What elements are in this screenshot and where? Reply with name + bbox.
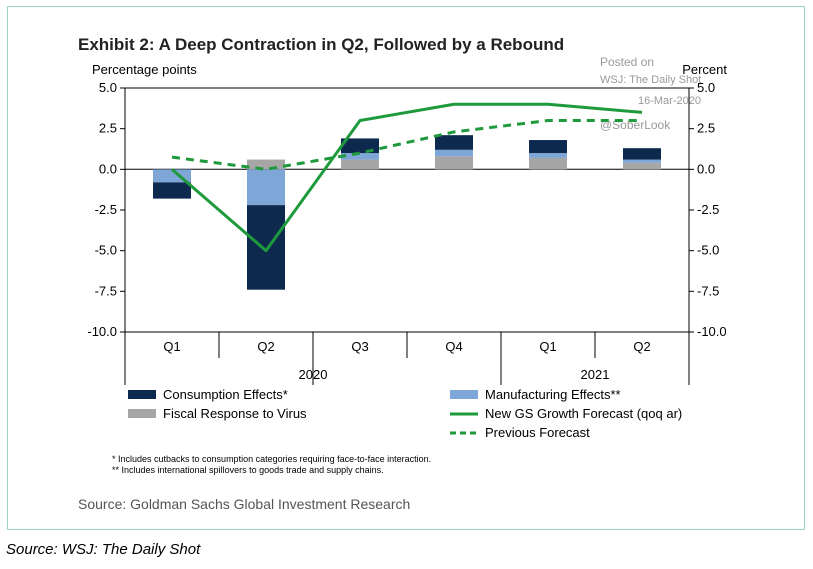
legend-label-new-forecast: New GS Growth Forecast (qoq ar)	[485, 406, 682, 421]
y-tick-right-label: -7.5	[697, 283, 719, 298]
watermark-line-3: 16-Mar-2020	[638, 95, 701, 107]
y-tick-left-label: 0.0	[99, 161, 117, 176]
legend-item-manufacturing: Manufacturing Effects**	[450, 387, 621, 402]
y-tick-left-label: 2.5	[99, 121, 117, 136]
legend-label-consumption: Consumption Effects*	[163, 387, 288, 402]
y-ticks-right: 5.0 2.5 0.0 -2.5 -5.0 -7.5 -10.0	[689, 80, 727, 339]
y-tick-left-label: 5.0	[99, 80, 117, 95]
category-labels: Q1 Q2 Q3 Q4 Q1 Q2	[163, 339, 650, 354]
y-axis-right-label: Percent	[682, 62, 727, 77]
bar-segment	[247, 169, 285, 206]
y-axis-left-label: Percentage points	[92, 62, 197, 77]
category-label: Q3	[351, 339, 368, 354]
bar-segment	[623, 162, 661, 170]
legend-item-previous-forecast: Previous Forecast	[450, 425, 590, 440]
bars	[153, 135, 661, 290]
y-tick-left-label: -2.5	[95, 202, 117, 217]
bar-segment	[247, 205, 285, 290]
bar-segment	[153, 182, 191, 199]
bar-segment	[435, 135, 473, 150]
footnote-2: ** Includes international spillovers to …	[112, 465, 384, 475]
y-tick-left-label: -7.5	[95, 283, 117, 298]
legend-item-new-forecast: New GS Growth Forecast (qoq ar)	[450, 406, 682, 421]
bar-segment	[623, 159, 661, 163]
y-tick-right-label: -10.0	[697, 324, 727, 339]
chart-source: Source: Goldman Sachs Global Investment …	[78, 496, 410, 512]
year-label: 2021	[581, 367, 610, 382]
category-axis	[124, 332, 690, 385]
category-label: Q1	[163, 339, 180, 354]
bar-segment	[341, 153, 379, 160]
source-caption: Source: WSJ: The Daily Shot	[6, 541, 201, 558]
legend-label-manufacturing: Manufacturing Effects**	[485, 387, 621, 402]
chart-frame	[7, 6, 805, 530]
y-tick-right-label: -2.5	[697, 202, 719, 217]
bar-segment	[529, 153, 567, 158]
y-tick-right-label: 2.5	[697, 121, 715, 136]
chart-title: Exhibit 2: A Deep Contraction in Q2, Fol…	[78, 35, 564, 54]
lines	[171, 102, 643, 253]
new-forecast-line	[171, 102, 643, 253]
year-labels: 2020 2021	[299, 367, 610, 382]
watermark-line-2: WSJ: The Daily Shot	[600, 74, 701, 86]
bar-segment	[341, 159, 379, 170]
legend-label-fiscal: Fiscal Response to Virus	[163, 406, 307, 421]
previous-forecast-line	[171, 119, 642, 171]
legend-label-previous-forecast: Previous Forecast	[485, 425, 590, 440]
bar-segment	[435, 149, 473, 157]
category-label: Q4	[445, 339, 462, 354]
category-label: Q2	[633, 339, 650, 354]
watermark-line-1: Posted on	[600, 55, 654, 69]
y-tick-right-label: -5.0	[697, 243, 719, 258]
watermark: Posted on WSJ: The Daily Shot 16-Mar-202…	[600, 55, 701, 132]
bar-segment	[529, 140, 567, 154]
y-ticks-left: 5.0 2.5 0.0 -2.5 -5.0 -7.5 -10.0	[87, 80, 125, 339]
bar-segment	[247, 159, 285, 170]
legend-item-consumption: Consumption Effects*	[128, 387, 288, 402]
legend: Consumption Effects* Fiscal Response to …	[128, 387, 682, 440]
bar-segment	[529, 157, 567, 170]
bar-segment	[435, 156, 473, 170]
category-label: Q1	[539, 339, 556, 354]
legend-item-fiscal: Fiscal Response to Virus	[128, 406, 307, 421]
y-tick-right-label: 0.0	[697, 161, 715, 176]
y-tick-right-label: 5.0	[697, 80, 715, 95]
category-label: Q2	[257, 339, 274, 354]
year-label: 2020	[299, 367, 328, 382]
footnote-1: * Includes cutbacks to consumption categ…	[112, 454, 431, 464]
y-tick-left-label: -5.0	[95, 243, 117, 258]
y-tick-left-label: -10.0	[87, 324, 117, 339]
bar-segment	[623, 148, 661, 160]
